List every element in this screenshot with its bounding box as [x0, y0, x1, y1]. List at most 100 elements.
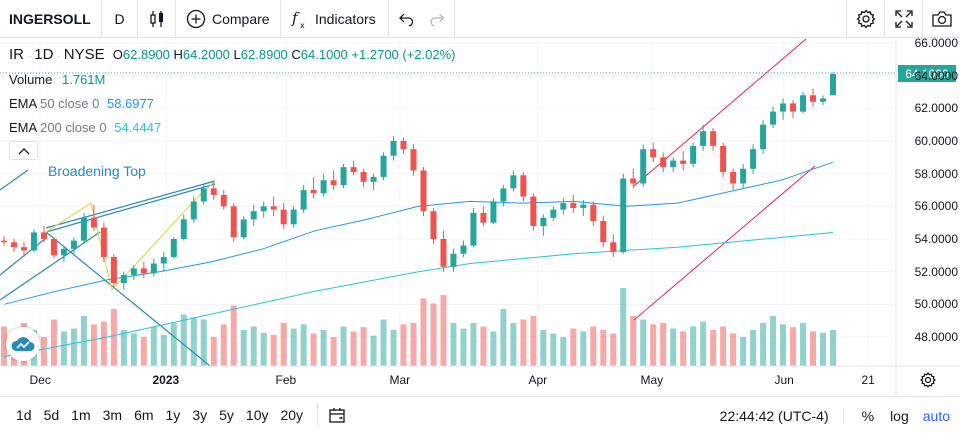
broadening-line-left-lower[interactable] — [0, 237, 47, 276]
candle-body — [90, 217, 97, 228]
svg-text:f: f — [291, 9, 300, 27]
legend-main: IR · 1D · NYSE O62.8900 H64.2000 L62.890… — [9, 46, 456, 63]
volume-bar — [730, 333, 737, 366]
legend-high: 64.2000 — [182, 47, 230, 62]
auto-toggle[interactable]: auto — [922, 407, 950, 424]
volume-bar — [40, 337, 47, 366]
price-chart[interactable] — [0, 0, 960, 396]
candle-body — [370, 176, 377, 182]
range-button-10y[interactable]: 10y — [245, 407, 269, 423]
volume-bar — [460, 328, 467, 366]
volume-bar — [800, 323, 807, 366]
candle-body — [650, 149, 657, 158]
legend-open: 62.8900 — [122, 47, 170, 62]
volume-bar — [450, 323, 457, 366]
range-button-1m[interactable]: 1m — [71, 407, 91, 423]
settings-button[interactable] — [846, 0, 884, 38]
gear-icon — [855, 9, 876, 29]
undo-icon[interactable] — [399, 12, 415, 26]
candle-body — [720, 145, 727, 173]
candle-body — [420, 170, 427, 212]
volume-bar — [130, 333, 137, 366]
percent-toggle[interactable]: % — [861, 407, 875, 424]
broadening-line-left-lower-2[interactable] — [0, 231, 101, 301]
legend-close-label: C — [291, 47, 301, 62]
volume-bar — [560, 337, 567, 366]
candle-body — [140, 268, 147, 274]
time-tick-label: Jun — [774, 373, 794, 387]
timezone-clock[interactable]: 22:44:42 (UTC-4) — [720, 407, 844, 424]
candle-body — [790, 103, 797, 112]
volume-bar — [500, 309, 507, 366]
redo-icon[interactable] — [429, 12, 445, 26]
legend-exchange: NYSE — [63, 46, 105, 63]
range-button-5y[interactable]: 5y — [219, 407, 234, 423]
camera-icon — [931, 11, 952, 27]
range-button-1y[interactable]: 1y — [165, 407, 181, 423]
volume-bar — [820, 332, 827, 366]
volume-bar — [630, 316, 637, 366]
volume-bar — [610, 333, 617, 366]
range-button-20y[interactable]: 20y — [280, 407, 304, 423]
fullscreen-button[interactable] — [884, 0, 922, 38]
ema200-label: EMA — [9, 120, 37, 135]
chart-type-button[interactable] — [138, 0, 176, 38]
legend-collapse-button[interactable] — [9, 141, 38, 160]
range-button-3m[interactable]: 3m — [102, 407, 123, 423]
candle-body — [540, 217, 547, 226]
chevron-up-icon — [18, 147, 29, 154]
candle-body — [550, 209, 557, 218]
broadening-line-left-upper[interactable] — [0, 169, 29, 191]
channel-upper-line[interactable] — [633, 38, 807, 187]
volume-bar — [780, 324, 787, 366]
range-button-3y[interactable]: 3y — [192, 407, 208, 423]
ema50-label: EMA — [9, 96, 37, 111]
legend-ema-200[interactable]: EMA 200 close 0 54.4447 — [9, 120, 161, 135]
volume-bar — [720, 326, 727, 366]
price-tick-label: 48.0000 — [914, 330, 958, 344]
bottom-bar: 1d 5d 1m 3m 6m 1y 3y 5y 10y 20y 22:44:42 (UTC-4) … — [0, 396, 960, 433]
broadening-top-annotation[interactable]: Broadening Top — [48, 163, 146, 179]
volume-bar — [660, 323, 667, 366]
volume-bar — [520, 319, 527, 366]
legend-volume[interactable]: Volume 1.761M — [9, 72, 105, 87]
candle-body — [390, 141, 397, 156]
candle-body — [60, 248, 67, 256]
logo[interactable] — [6, 327, 40, 361]
candle-body — [450, 253, 457, 267]
axis-settings-icon[interactable] — [920, 372, 936, 388]
candle-body — [30, 232, 37, 251]
range-button-5d[interactable]: 5d — [43, 407, 60, 423]
interval-button[interactable]: D — [102, 0, 138, 38]
volume-bar — [320, 330, 327, 366]
compare-button[interactable]: Compare — [176, 0, 281, 38]
range-button-1d[interactable]: 1d — [16, 407, 32, 423]
drawings-layer — [0, 38, 816, 367]
candle-body — [210, 188, 217, 195]
candle-body — [710, 131, 717, 146]
screenshot-button[interactable] — [922, 0, 960, 38]
candle-body — [430, 211, 437, 239]
candle-body — [530, 196, 537, 226]
legend-ema-50[interactable]: EMA 50 close 0 58.6977 — [9, 96, 154, 111]
log-toggle[interactable]: log — [890, 407, 909, 424]
ema50-params: 50 close 0 — [40, 96, 100, 111]
time-tick-label: Apr — [528, 373, 548, 387]
cloud-chart-icon — [11, 337, 35, 351]
candle-body — [130, 268, 137, 275]
time-tick-label: 2023 — [152, 373, 180, 387]
legend-symbol[interactable]: IR — [9, 46, 24, 63]
candle-body — [470, 212, 477, 246]
range-button-6m[interactable]: 6m — [134, 407, 154, 423]
broadening-zigzag[interactable] — [45, 180, 216, 292]
broadening-line-upper[interactable] — [45, 180, 216, 229]
broadening-line-upper-2[interactable] — [45, 183, 216, 233]
volume-bar — [340, 326, 347, 366]
volume-bar — [690, 326, 697, 366]
symbol-search-button[interactable]: INGERSOLL — [0, 0, 102, 38]
date-range-button[interactable] — [317, 404, 346, 426]
candle-body — [280, 209, 287, 225]
candle-body — [150, 263, 157, 274]
price-tick-label: 54.0000 — [914, 232, 958, 246]
